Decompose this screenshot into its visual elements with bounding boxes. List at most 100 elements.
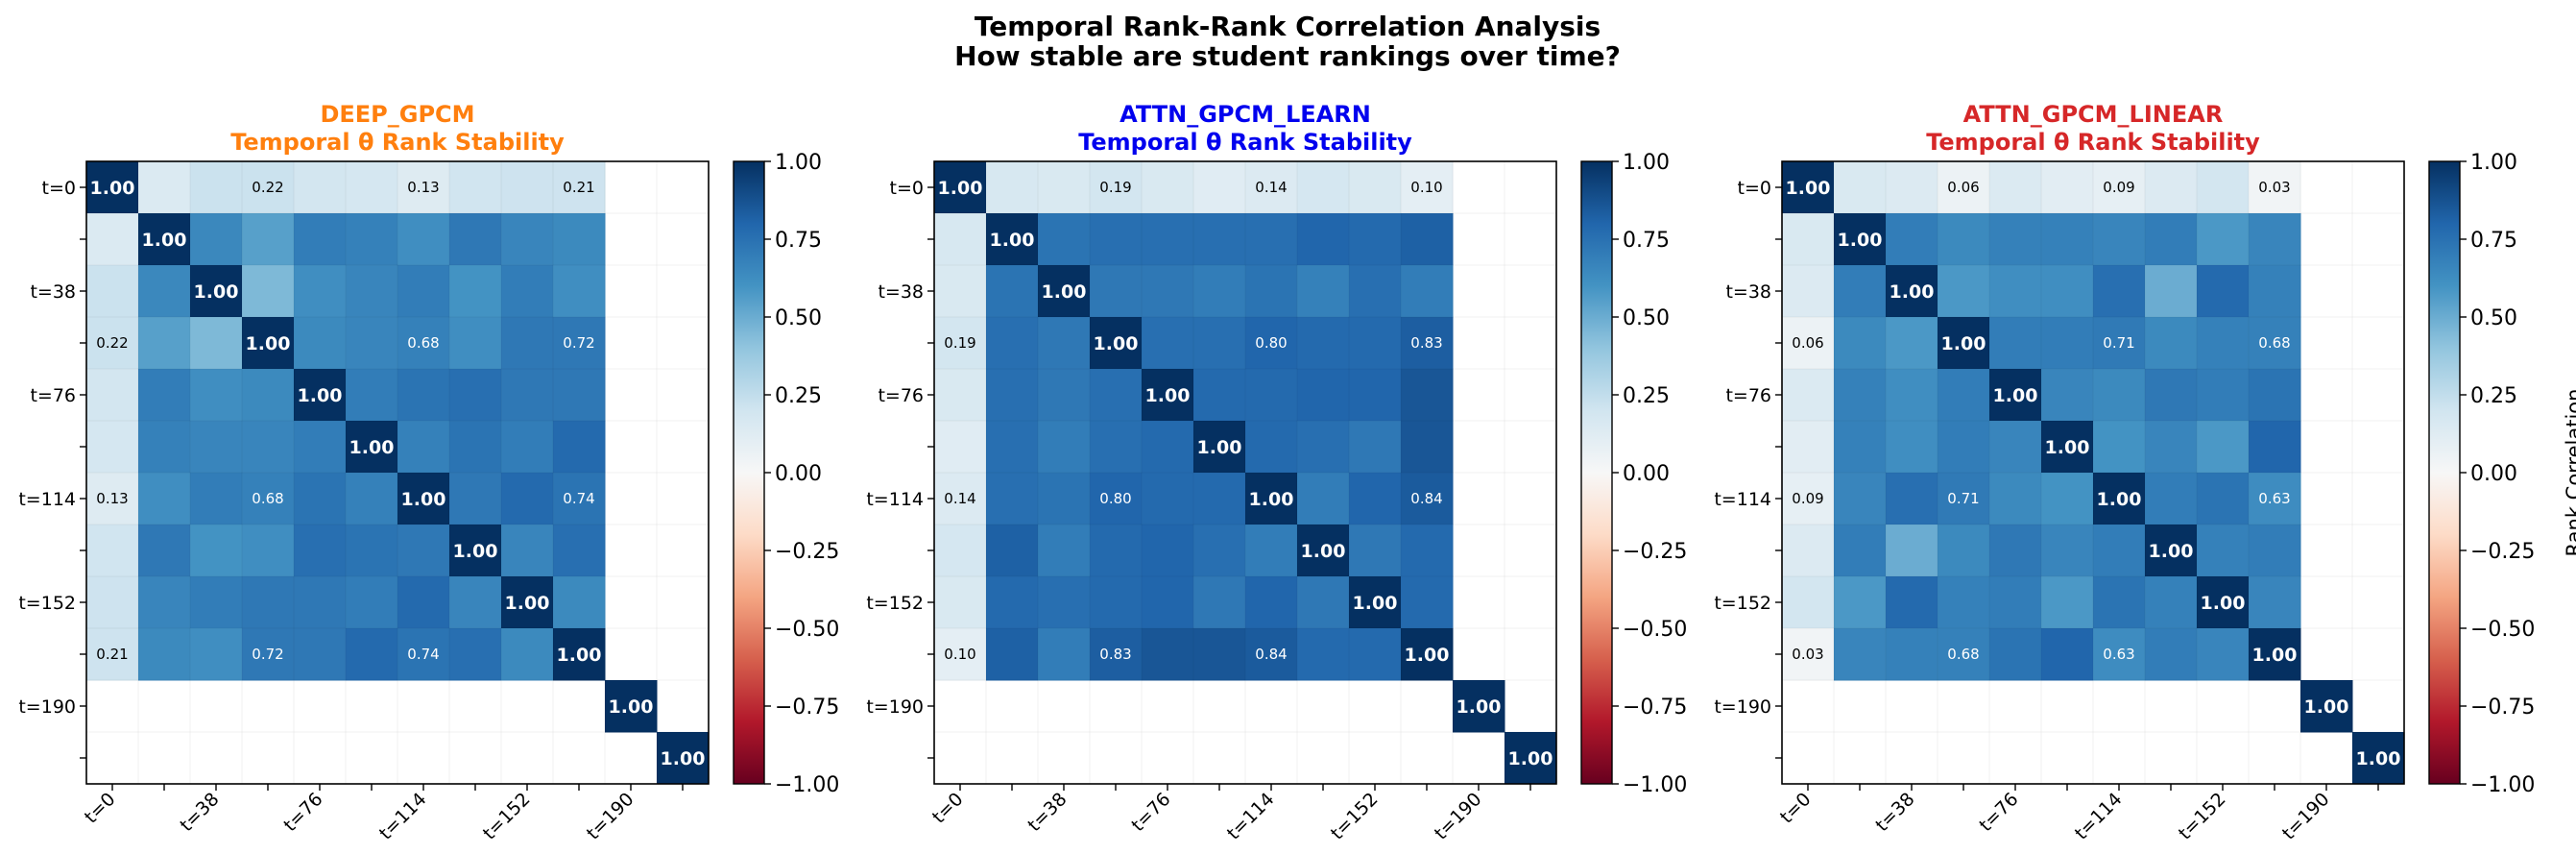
y-tick-label: t=38 — [30, 281, 76, 303]
heatmap-cell — [1989, 213, 2042, 266]
heatmap-cell — [86, 525, 139, 577]
heatmap-cell — [449, 161, 502, 214]
heatmap-cell — [1245, 628, 1298, 681]
heatmap-cell — [1142, 369, 1194, 422]
heatmap-cell — [1297, 369, 1350, 422]
heatmap-cell — [190, 473, 243, 525]
heatmap-cell — [1349, 161, 1402, 214]
x-tick-label: t=152 — [479, 789, 535, 844]
y-tick-label: t=38 — [878, 281, 924, 303]
heatmap-cell — [2093, 421, 2146, 474]
cell-annotation: 1.00 — [1145, 385, 1191, 406]
heatmap-cell — [1886, 161, 1938, 214]
colorbar-tick-label: −1.00 — [2470, 773, 2535, 797]
heatmap-cell — [1142, 317, 1194, 370]
heatmap-cell — [1989, 317, 2042, 370]
heatmap-cell — [1090, 317, 1143, 370]
heatmap-cell — [501, 317, 554, 370]
heatmap-cell — [397, 161, 450, 214]
heatmap-cell — [2145, 421, 2198, 474]
heatmap-cell — [1349, 628, 1402, 681]
heatmap-cell — [1886, 213, 1938, 266]
colorbar-tick-label: −0.25 — [775, 540, 839, 564]
y-tick-label: t=114 — [18, 489, 76, 510]
heatmap-cell — [2197, 161, 2250, 214]
y-tick-label: t=190 — [1714, 696, 1771, 718]
cell-annotation: 1.00 — [1941, 333, 1986, 354]
y-tick-label: t=152 — [18, 593, 76, 614]
heatmap-cell — [242, 369, 295, 422]
cell-annotation: 1.00 — [1890, 281, 1935, 303]
cell-annotation: 0.22 — [96, 334, 128, 352]
heatmap-cell — [501, 576, 554, 629]
x-tick-label: t=114 — [1223, 789, 1279, 844]
heatmap-cell — [1782, 265, 1835, 318]
heatmap-cell — [1401, 317, 1454, 370]
panel-subtitle: Temporal θ Rank Stability — [230, 129, 565, 156]
heatmap-cell — [501, 161, 554, 214]
cell-annotation: 0.72 — [252, 646, 283, 663]
heatmap-cell — [397, 576, 450, 629]
heatmap-cell — [449, 265, 502, 318]
y-tick-label: t=114 — [866, 489, 924, 510]
heatmap-cell — [1505, 732, 1557, 785]
colorbar-tick-label: 0.50 — [775, 306, 822, 330]
heatmap-cell — [1834, 265, 1887, 318]
cell-annotation: 1.00 — [1405, 645, 1450, 666]
heatmap-cell — [1834, 161, 1887, 214]
heatmap-cell — [242, 473, 295, 525]
heatmap-cell — [934, 317, 987, 370]
heatmap-cell — [1989, 161, 2042, 214]
cell-annotation: 1.00 — [90, 178, 135, 199]
heatmap-cell — [1245, 265, 1298, 318]
heatmap-cell — [501, 628, 554, 681]
heatmap-cell — [1090, 369, 1143, 422]
cell-annotation: 0.10 — [1410, 179, 1442, 196]
heatmap-cell — [1401, 213, 1454, 266]
heatmap-cell — [1886, 473, 1938, 525]
cell-annotation: 0.09 — [1792, 490, 1823, 507]
heatmap-cell — [1038, 317, 1091, 370]
colorbar: 1.00 0.75 0.50 0.25 0.00 −0.25 −0.50 −0.75 −1.00… — [2428, 151, 2576, 797]
heatmap-cell — [138, 421, 191, 474]
heatmap-cell — [294, 369, 347, 422]
heatmap-cell — [1297, 421, 1350, 474]
heatmap-cell — [1782, 473, 1835, 525]
heatmap-cell — [1090, 628, 1143, 681]
heatmap-cell — [657, 732, 710, 785]
colorbar-tick-label: −0.25 — [1623, 540, 1687, 564]
heatmap-cell — [553, 213, 606, 266]
cell-annotation: 1.00 — [1838, 230, 1883, 251]
heatmap-cell — [2093, 525, 2146, 577]
heatmap-cell — [986, 576, 1039, 629]
cell-annotation: 1.00 — [453, 541, 498, 562]
heatmap-cell — [242, 628, 295, 681]
heatmap-cell — [1038, 421, 1091, 474]
heatmap-cell — [1886, 576, 1938, 629]
cell-annotation: 1.00 — [2149, 541, 2194, 562]
heatmap-cell — [1938, 265, 1990, 318]
heatmap-cell — [2041, 473, 2094, 525]
heatmap-cell — [138, 161, 191, 214]
y-tick-label: t=38 — [1725, 281, 1771, 303]
cell-annotation: 0.74 — [407, 646, 439, 663]
heatmap-cell — [294, 213, 347, 266]
heatmap-cell — [501, 213, 554, 266]
heatmap-cell — [86, 473, 139, 525]
heatmap-cell — [2041, 525, 2094, 577]
cell-annotation: 1.00 — [1301, 541, 1346, 562]
heatmap-cell — [190, 213, 243, 266]
heatmap-cell — [2093, 576, 2146, 629]
axes-frame — [85, 160, 710, 785]
heatmap-cell — [2093, 213, 2146, 266]
x-tick-label: t=76 — [1975, 789, 2022, 836]
heatmap-cell — [1938, 161, 1990, 214]
heatmap-cell — [1938, 525, 1990, 577]
panel-title: DEEP_GPCM — [320, 101, 474, 128]
cell-annotation: 1.00 — [938, 178, 983, 199]
cell-annotation: 0.80 — [1099, 490, 1131, 507]
heatmap-cell — [138, 213, 191, 266]
heatmap-cell — [934, 369, 987, 422]
